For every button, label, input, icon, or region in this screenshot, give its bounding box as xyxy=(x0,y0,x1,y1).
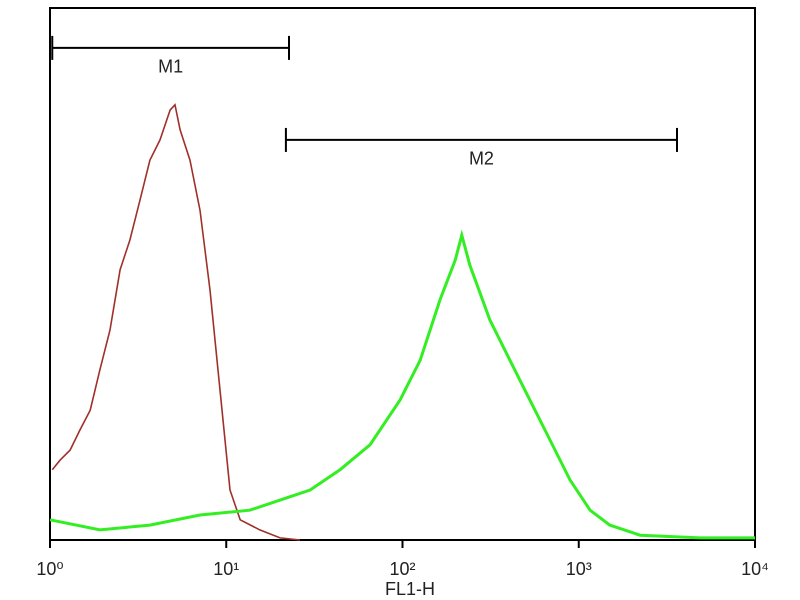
x-tick-label: 10³ xyxy=(566,559,592,579)
marker-label: M1 xyxy=(158,57,183,77)
marker-label: M2 xyxy=(469,149,494,169)
histogram-curve xyxy=(51,103,301,541)
histogram-curve xyxy=(49,229,755,540)
plot-frame xyxy=(49,7,756,541)
x-tick-label: 10⁴ xyxy=(741,559,769,579)
x-tick-label: 10⁰ xyxy=(36,559,63,579)
x-axis-label: FL1-H xyxy=(385,579,435,599)
x-tick-label: 10¹ xyxy=(213,559,239,579)
x-tick-label: 10² xyxy=(389,559,415,579)
